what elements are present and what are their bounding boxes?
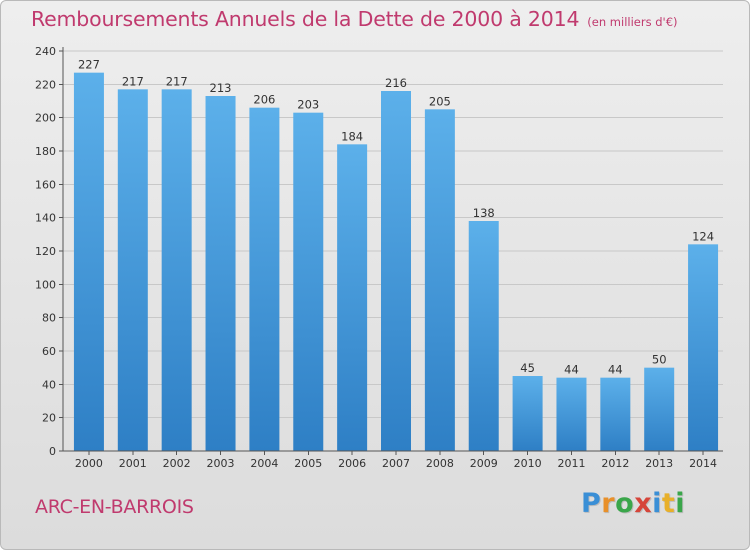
y-tick-label: 100 (35, 278, 56, 291)
y-tick-label: 0 (49, 445, 56, 458)
x-tick-label: 2001 (119, 457, 147, 470)
bar-2012 (600, 377, 631, 451)
bar-2007 (381, 91, 411, 451)
bar-2010 (512, 376, 543, 451)
bar-value-label: 184 (341, 129, 363, 143)
bar-2009 (468, 221, 499, 451)
x-tick-label: 2013 (645, 457, 673, 470)
logo-letter: P (581, 488, 602, 519)
bar-2002 (161, 89, 192, 451)
y-tick-label: 160 (35, 178, 56, 191)
bar-value-label: 216 (385, 76, 407, 90)
chart-subtitle: (en milliers d'€) (587, 15, 678, 29)
x-tick-label: 2011 (557, 457, 585, 470)
bar-value-label: 45 (520, 361, 535, 375)
x-tick-label: 2009 (470, 457, 498, 470)
bar-2004 (249, 107, 280, 452)
x-tick-label: 2010 (514, 457, 542, 470)
x-tick-label: 2006 (338, 457, 366, 470)
y-tick-label: 80 (42, 312, 56, 325)
logo-letter: o (615, 488, 635, 519)
logo-letter: x (634, 488, 653, 519)
bar-2003 (205, 96, 236, 451)
axis-layer: 0 20 40 60 80 100 120 140 160 180 200 220 240 2000 200… (35, 45, 723, 470)
x-tick-label: 2002 (163, 457, 191, 470)
bar-2000 (73, 72, 104, 452)
bar-2005 (293, 112, 324, 452)
y-tick-label: 20 (42, 412, 56, 425)
y-tick-label: 200 (35, 112, 56, 125)
bar-2001 (117, 89, 148, 451)
y-tick-label: 220 (35, 78, 56, 91)
x-tick-label: 2008 (426, 457, 454, 470)
bar-value-label: 217 (122, 74, 144, 88)
y-tick-label: 240 (35, 45, 56, 58)
bar-value-label: 217 (166, 74, 188, 88)
bar-2011 (556, 377, 587, 451)
x-tick-label: 2000 (75, 457, 103, 470)
y-tick-label: 120 (35, 245, 56, 258)
bar-value-label: 138 (473, 206, 495, 220)
y-tick-label: 40 (42, 378, 56, 391)
bar-value-label: 213 (210, 81, 232, 95)
bar-value-label: 44 (564, 363, 579, 377)
y-tick-label: 60 (42, 345, 56, 358)
x-tick-label: 2004 (250, 457, 278, 470)
logo-letter: i (652, 488, 662, 519)
logo-letter: r (601, 488, 616, 519)
logo-letter: i (675, 488, 686, 519)
chart-title: Remboursements Annuels de la Dette de 20… (31, 7, 580, 31)
title-row: Remboursements Annuels de la Dette de 20… (31, 7, 678, 31)
bar-value-label: 50 (652, 353, 667, 367)
bar-value-label: 206 (253, 93, 275, 107)
bar-value-label: 44 (608, 363, 623, 377)
x-tick-label: 2012 (601, 457, 629, 470)
x-tick-label: 2003 (207, 457, 235, 470)
x-tick-label: 2005 (294, 457, 322, 470)
x-tick-label: 2014 (689, 457, 717, 470)
y-tick-label: 180 (35, 145, 56, 158)
proxiti-logo: Proxiti (581, 488, 685, 519)
location-name: ARC-EN-BARROIS (35, 496, 194, 518)
bars-layer: 227 217 217 213 206 203 184 216 205 138 45 44 44 50 12… (73, 58, 719, 452)
bar-2014 (688, 244, 719, 451)
bar-value-label: 203 (297, 98, 319, 112)
y-tick-label: 140 (35, 212, 56, 225)
bar-value-label: 227 (78, 58, 100, 72)
logo-letter: t (661, 488, 676, 519)
bar-value-label: 205 (429, 94, 451, 108)
bar-2006 (337, 144, 368, 452)
bar-value-label: 124 (692, 229, 714, 243)
bar-2013 (644, 367, 675, 451)
x-tick-label: 2007 (382, 457, 410, 470)
bar-2008 (424, 109, 455, 451)
